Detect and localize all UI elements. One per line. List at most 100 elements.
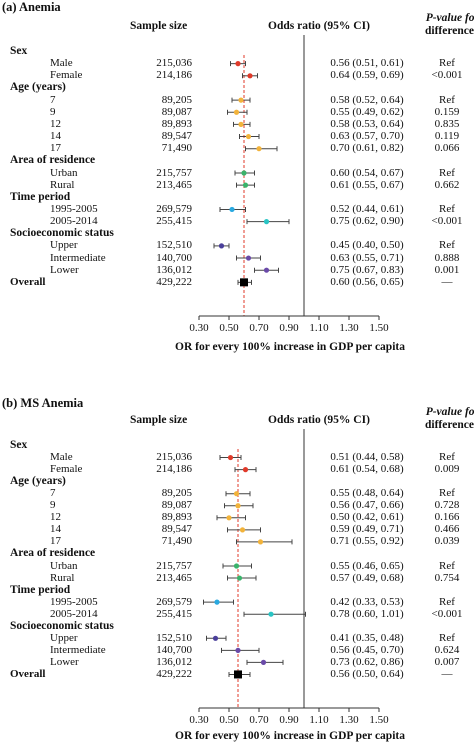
sample-size: 213,465 bbox=[156, 178, 192, 191]
row-label: 14 bbox=[50, 130, 61, 143]
group-row: Socioeconomic status bbox=[0, 620, 474, 633]
panel-title: (a) Anemia bbox=[2, 0, 61, 14]
sample-size: 215,036 bbox=[156, 57, 192, 70]
x-tick-label: 0.70 bbox=[249, 322, 269, 334]
sample-size: 255,415 bbox=[156, 215, 192, 228]
point-marker bbox=[235, 61, 241, 67]
point-marker bbox=[233, 109, 240, 115]
p-value: 0.835 bbox=[434, 117, 460, 130]
row-label: Overall bbox=[10, 667, 46, 680]
sample-size: 89,547 bbox=[161, 523, 192, 536]
point-marker bbox=[245, 133, 252, 140]
group-row: Time period bbox=[0, 191, 474, 204]
data-row: 2005-2014 255,415 0.75 (0.62, 0.90) <0.001 bbox=[0, 215, 474, 228]
p-value: 0.001 bbox=[434, 263, 460, 276]
x-tick-label: 0.70 bbox=[249, 714, 269, 726]
data-row: Upper 152,510 0.45 (0.40, 0.50) Ref bbox=[0, 239, 474, 252]
row-label: 1995-2005 bbox=[50, 202, 98, 215]
data-row: 7 89,205 0.58 (0.52, 0.64) Ref bbox=[0, 94, 474, 107]
row-label: 9 bbox=[50, 105, 56, 118]
sample-size: 215,757 bbox=[156, 166, 192, 179]
sample-size: 89,893 bbox=[161, 117, 192, 130]
sample-size: 269,579 bbox=[156, 202, 192, 215]
row-label: Intermediate bbox=[50, 251, 106, 264]
overall-marker bbox=[234, 670, 242, 679]
sample-size: 89,087 bbox=[161, 499, 192, 512]
p-value: 0.066 bbox=[434, 142, 460, 155]
data-row: 12 89,893 0.58 (0.53, 0.64) 0.835 bbox=[0, 118, 474, 131]
data-row: 17 71,490 0.71 (0.55, 0.92) 0.039 bbox=[0, 535, 474, 548]
odds-ratio-text: 0.73 (0.62, 0.86) bbox=[330, 655, 404, 668]
data-row: 7 89,205 0.55 (0.48, 0.64) Ref bbox=[0, 487, 474, 500]
data-row: Intermediate 140,700 0.56 (0.45, 0.70) 0.62… bbox=[0, 644, 474, 657]
row-label: 7 bbox=[50, 93, 56, 106]
p-value: — bbox=[441, 667, 453, 680]
odds-ratio-text: 0.60 (0.54, 0.67) bbox=[330, 166, 404, 179]
point-marker bbox=[214, 599, 220, 605]
p-value: 0.888 bbox=[434, 251, 460, 264]
point-marker bbox=[235, 503, 241, 509]
odds-ratio-text: 0.75 (0.67, 0.83) bbox=[330, 263, 404, 276]
sample-size-header: Sample size bbox=[130, 414, 188, 426]
row-label: Area of residence bbox=[10, 154, 96, 167]
sample-size: 213,465 bbox=[156, 571, 192, 584]
p-value: Ref bbox=[439, 451, 455, 464]
sample-size: 89,087 bbox=[161, 105, 192, 118]
p-value: 0.007 bbox=[434, 655, 460, 668]
row-label: Upper bbox=[50, 631, 78, 644]
sample-size: 89,205 bbox=[161, 93, 192, 106]
point-marker bbox=[235, 647, 241, 653]
x-tick-label: 1.10 bbox=[309, 322, 329, 334]
odds-ratio-text: 0.42 (0.33, 0.53) bbox=[330, 595, 404, 608]
point-marker bbox=[226, 515, 232, 521]
odds-ratio-text: 0.63 (0.55, 0.71) bbox=[330, 251, 404, 264]
odds-ratio-text: 0.58 (0.53, 0.64) bbox=[330, 117, 404, 130]
data-row: Overall 429,222 0.56 (0.50, 0.64) — bbox=[0, 668, 474, 681]
sample-size: 255,415 bbox=[156, 607, 192, 620]
point-marker bbox=[263, 267, 270, 273]
p-value: <0.001 bbox=[431, 215, 463, 228]
row-label: 2005-2014 bbox=[50, 215, 98, 228]
data-row: 2005-2014 255,415 0.78 (0.60, 1.01) <0.001 bbox=[0, 608, 474, 621]
point-marker bbox=[256, 146, 262, 152]
row-label: Socioeconomic status bbox=[10, 227, 114, 240]
p-value: Ref bbox=[439, 595, 455, 608]
p-value: Ref bbox=[439, 166, 455, 179]
row-label: Male bbox=[50, 57, 73, 70]
row-label: Upper bbox=[50, 239, 78, 252]
point-marker bbox=[242, 182, 249, 188]
odds-ratio-text: 0.57 (0.49, 0.68) bbox=[330, 571, 404, 584]
point-marker bbox=[239, 527, 246, 533]
row-label: Rural bbox=[50, 571, 75, 584]
p-value: <0.001 bbox=[431, 607, 463, 620]
odds-ratio-text: 0.51 (0.44, 0.58) bbox=[330, 451, 404, 464]
row-label: Overall bbox=[10, 275, 46, 288]
sample-size: 71,490 bbox=[161, 142, 192, 155]
row-label: Urban bbox=[50, 166, 78, 179]
point-marker bbox=[241, 170, 247, 176]
odds-ratio-text: 0.75 (0.62, 0.90) bbox=[330, 215, 404, 228]
odds-ratio-text: 0.55 (0.49, 0.62) bbox=[330, 105, 404, 118]
data-row: Upper 152,510 0.41 (0.35, 0.48) Ref bbox=[0, 632, 474, 645]
forest-panel-ms-anemia: (b) MS Anemia Sample size Odds ratio (95… bbox=[0, 374, 474, 748]
p-value: 0.039 bbox=[434, 535, 460, 548]
group-row: Area of residence bbox=[0, 547, 474, 560]
sample-size: 136,012 bbox=[156, 655, 192, 668]
row-label: 17 bbox=[50, 142, 61, 155]
x-tick-label: 1.30 bbox=[339, 714, 359, 726]
row-label: Age (years) bbox=[10, 475, 66, 488]
odds-ratio-text: 0.60 (0.56, 0.65) bbox=[330, 275, 404, 288]
row-label: Area of residence bbox=[10, 547, 96, 560]
x-tick-label: 0.50 bbox=[219, 714, 239, 726]
point-marker bbox=[247, 73, 253, 79]
panel-title: (b) MS Anemia bbox=[2, 396, 84, 410]
data-row: Rural 213,465 0.61 (0.55, 0.67) 0.662 bbox=[0, 179, 474, 192]
p-value: 0.466 bbox=[434, 523, 460, 536]
forest-plot: 0.30 0.50 0.70 0.90 1.10 1.30 1.50 bbox=[189, 35, 389, 334]
group-row: Area of residence bbox=[0, 154, 474, 167]
x-tick-label: 1.30 bbox=[339, 322, 359, 334]
group-row: Sex bbox=[0, 45, 474, 58]
p-value: <0.001 bbox=[431, 69, 463, 82]
row-label: Socioeconomic status bbox=[10, 619, 114, 632]
